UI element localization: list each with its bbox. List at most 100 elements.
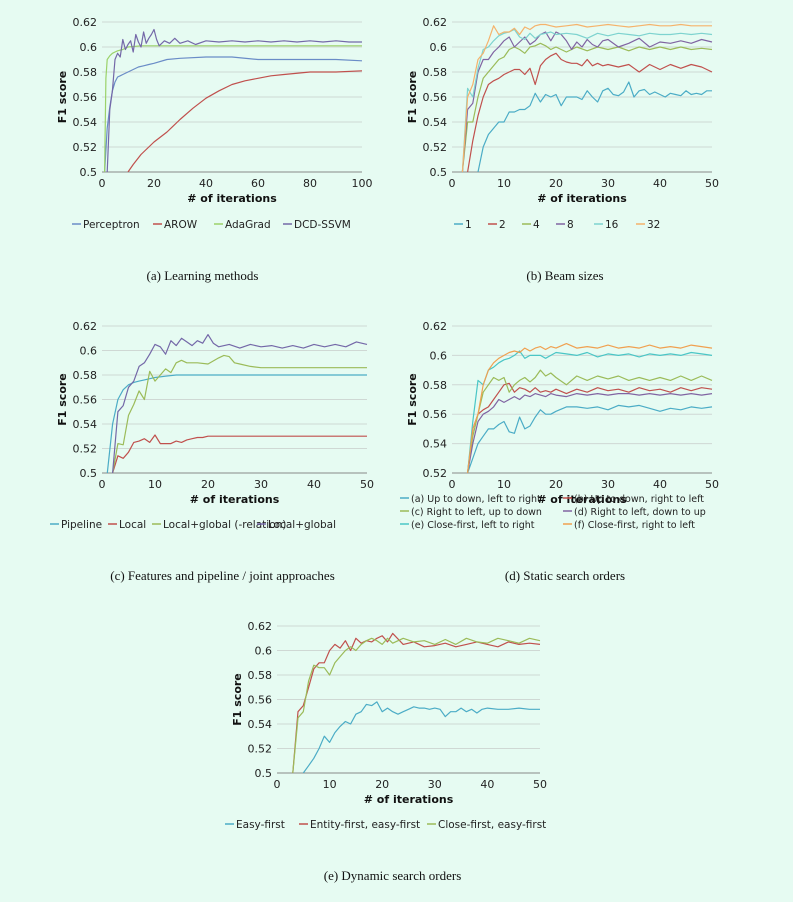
- x-tick-label: 50: [360, 478, 374, 491]
- series-line-1: [292, 632, 541, 773]
- x-tick-label: 10: [497, 177, 511, 190]
- legend-item: 8: [556, 219, 574, 231]
- y-tick-label: 0.58: [423, 379, 448, 392]
- y-tick-label: 0.56: [73, 91, 98, 104]
- legend-item: Pipeline: [50, 519, 102, 531]
- y-tick-label: 0.62: [423, 320, 448, 333]
- caption-d: (d) Static search orders: [504, 568, 626, 583]
- x-axis-title: # of iterations: [537, 493, 627, 506]
- legend-item: Close-first, easy-first: [427, 819, 546, 831]
- x-tick-label: 40: [653, 478, 667, 491]
- x-tick-label: 0: [99, 177, 106, 190]
- x-tick-label: 40: [199, 177, 213, 190]
- series-line-4: [467, 350, 713, 473]
- legend-label: Local+global (-relation): [163, 519, 286, 531]
- legend-item: (c) Right to left, up to down: [400, 507, 542, 518]
- chart-features-pipeline-joint: 0.5 0.52 0.54 0.56 0.58 0.6 0.62 0 10 20 30 40 50 # o…: [50, 318, 395, 543]
- legend-label: 8: [567, 219, 574, 231]
- series-line-0: [104, 56, 363, 172]
- legend-item: Easy-first: [225, 819, 285, 831]
- y-tick-label: 0.6: [255, 645, 273, 658]
- series-line-3: [467, 392, 713, 473]
- legend-item: 32: [636, 219, 660, 231]
- y-tick-label: 0.62: [73, 16, 98, 29]
- series-line-0: [302, 701, 540, 773]
- legend-label: AROW: [164, 219, 198, 231]
- y-tick-label: 0.5: [80, 166, 98, 179]
- x-tick-label: 40: [653, 177, 667, 190]
- y-tick-label: 0.52: [73, 141, 98, 154]
- legend-item: (f) Close-first, right to left: [563, 520, 695, 531]
- series-line-1: [112, 434, 367, 473]
- x-tick-label: 0: [274, 778, 281, 791]
- x-tick-label: 30: [428, 778, 442, 791]
- legend-item: (b) Up to down, right to left: [563, 494, 704, 505]
- legend-label: 32: [647, 219, 660, 231]
- legend-label: Easy-first: [236, 819, 285, 831]
- y-axis-title: F1 score: [406, 71, 419, 124]
- y-tick-label: 0.6: [80, 345, 98, 358]
- y-tick-label: 0.56: [73, 394, 98, 407]
- legend-label: Local+global: [268, 519, 336, 531]
- legend-label: 16: [605, 219, 619, 231]
- y-axis-title: F1 score: [56, 373, 69, 426]
- y-tick-label: 0.54: [73, 116, 98, 129]
- legend-label: Perceptron: [83, 219, 140, 231]
- caption-c: (c) Features and pipeline / joint approa…: [110, 568, 335, 583]
- legend-item: Entity-first, easy-first: [299, 819, 420, 831]
- chart-svg-e: 0.5 0.52 0.54 0.56 0.58 0.6 0.62 0 10 20 30 40 50 # o…: [225, 620, 547, 831]
- legend-item: Local+global: [257, 519, 336, 531]
- y-tick-label: 0.54: [423, 116, 448, 129]
- y-axis-title: F1 score: [406, 373, 419, 426]
- y-tick-label: 0.52: [423, 467, 448, 480]
- y-tick-label: 0.56: [248, 694, 273, 707]
- series-line-1: [127, 70, 363, 172]
- x-tick-label: 80: [303, 177, 317, 190]
- caption-a: (a) Learning methods: [146, 268, 259, 283]
- y-tick-label: 0.6: [430, 41, 448, 54]
- legend-label: Entity-first, easy-first: [310, 819, 420, 831]
- y-tick-label: 0.54: [248, 718, 273, 731]
- legend-label: (e) Close-first, left to right: [411, 520, 535, 531]
- x-tick-label: 20: [549, 177, 563, 190]
- chart-beam-sizes: 0.5 0.52 0.54 0.56 0.58 0.6 0.62 0 10 20 30 40 50 # o…: [400, 14, 730, 244]
- x-tick-label: 30: [601, 478, 615, 491]
- x-tick-label: 10: [497, 478, 511, 491]
- legend-label: DCD-SSVM: [294, 219, 351, 231]
- chart-learning-methods: 0.5 0.52 0.54 0.56 0.58 0.6 0.62 0 20 40 60 80 100 # …: [50, 14, 380, 244]
- chart-svg-d: 0.52 0.54 0.56 0.58 0.6 0.62 0 10 20 30 40 50 # of i…: [400, 320, 719, 531]
- y-axis-title: F1 score: [231, 673, 244, 726]
- legend-label: 1: [465, 219, 472, 231]
- x-tick-label: 20: [549, 478, 563, 491]
- x-tick-label: 20: [201, 478, 215, 491]
- y-tick-label: 0.5: [255, 767, 273, 780]
- x-tick-label: 20: [147, 177, 161, 190]
- legend-item: AdaGrad: [214, 219, 271, 231]
- x-axis-title: # of iterations: [537, 192, 627, 205]
- legend-item: (d) Right to left, down to up: [563, 507, 706, 518]
- x-tick-label: 0: [449, 177, 456, 190]
- x-tick-label: 50: [705, 478, 719, 491]
- legend-label: (d) Right to left, down to up: [574, 507, 706, 518]
- x-tick-label: 10: [148, 478, 162, 491]
- series-line-2: [292, 637, 541, 773]
- legend-label: 2: [499, 219, 506, 231]
- y-tick-label: 0.54: [423, 438, 448, 451]
- series-line-5: [461, 23, 712, 172]
- chart-dynamic-search-orders: 0.5 0.52 0.54 0.56 0.58 0.6 0.62 0 10 20 30 40 50 # o…: [225, 618, 560, 838]
- x-tick-label: 100: [352, 177, 373, 190]
- legend-item: Perceptron: [72, 219, 140, 231]
- y-tick-label: 0.62: [423, 16, 448, 29]
- series-line-0: [106, 374, 367, 473]
- series-line-5: [467, 343, 713, 473]
- x-tick-label: 20: [375, 778, 389, 791]
- x-tick-label: 10: [323, 778, 337, 791]
- legend-label: Pipeline: [61, 519, 102, 531]
- y-tick-label: 0.62: [73, 320, 98, 333]
- y-tick-label: 0.6: [430, 349, 448, 362]
- y-axis-title: F1 score: [56, 71, 69, 124]
- legend-item: 16: [594, 219, 619, 231]
- chart-svg-b: 0.5 0.52 0.54 0.56 0.58 0.6 0.62 0 10 20 30 40 50 # o…: [406, 16, 719, 231]
- y-tick-label: 0.62: [248, 620, 273, 633]
- chart-svg-c: 0.5 0.52 0.54 0.56 0.58 0.6 0.62 0 10 20 30 40 50 # o…: [50, 320, 374, 531]
